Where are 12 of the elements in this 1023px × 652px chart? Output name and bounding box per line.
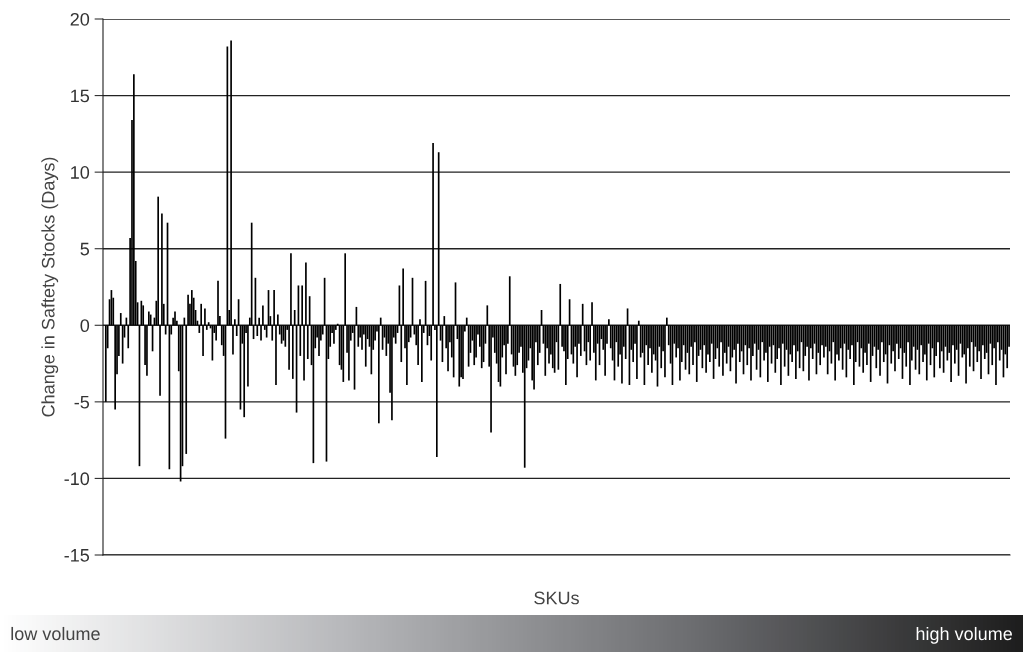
y-tick-label: -5	[74, 395, 90, 409]
text: high volume	[916, 626, 1012, 644]
y-tick-label: 5	[80, 242, 90, 256]
y-axis-title: Change in Saftety Stocks (Days)	[41, 157, 59, 417]
y-tick-label: -15	[64, 549, 90, 562]
y-tick-label: 0	[80, 319, 90, 333]
y-tick-label: 15	[71, 89, 90, 103]
x-axis-title: SKUs	[534, 591, 579, 605]
text: low volume	[11, 626, 100, 641]
y-tick-label: 10	[71, 166, 90, 179]
y-tick-label: -10	[64, 472, 90, 486]
y-tick-label: 20	[70, 12, 90, 26]
